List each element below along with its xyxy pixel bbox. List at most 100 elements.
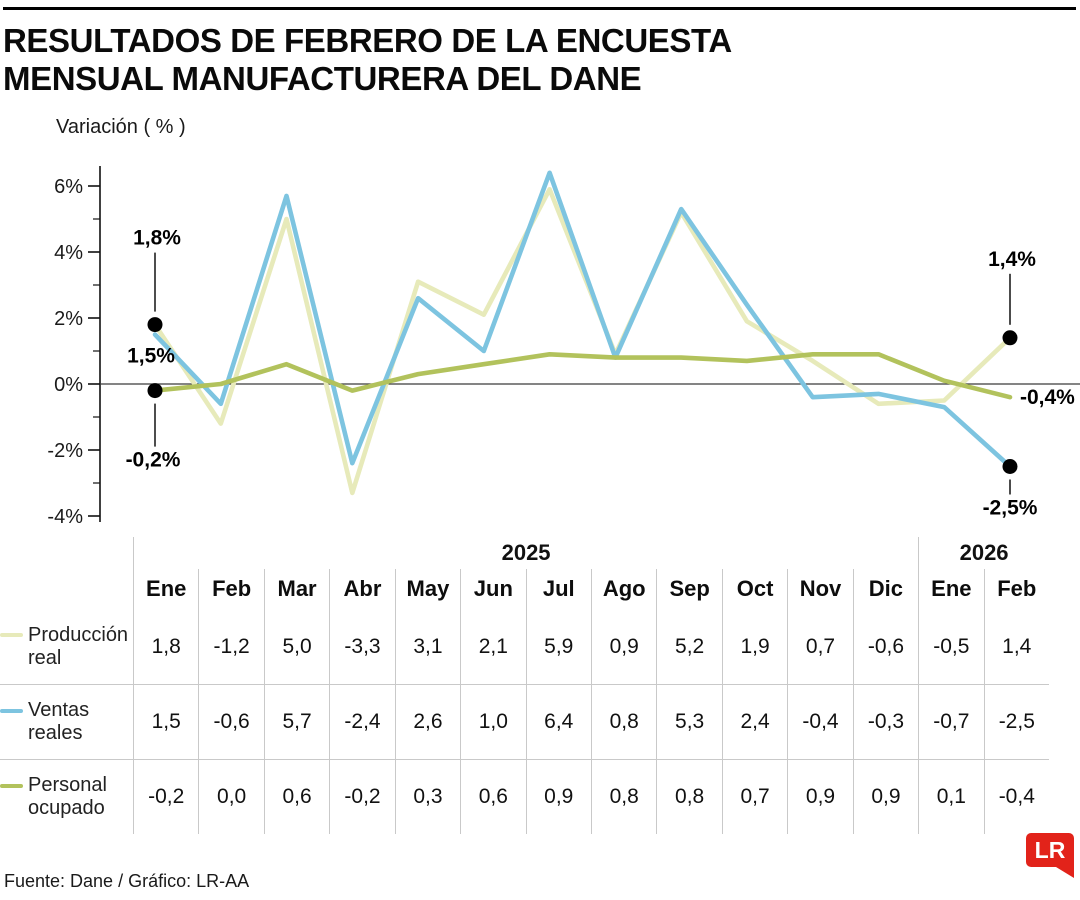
value-cell: -2,4 — [329, 684, 395, 759]
y-tick-label: 4% — [54, 242, 83, 264]
series-line-producci-n-real — [152, 186, 1013, 496]
value-cell: 0,1 — [918, 759, 984, 834]
data-point-dot — [1002, 459, 1018, 474]
value-cell: -2,5 — [983, 684, 1049, 759]
value-cell: -0,3 — [852, 684, 919, 759]
month-header: May — [394, 569, 460, 609]
row-label-text: Ventas reales — [28, 699, 90, 744]
month-header: Jul — [525, 569, 591, 609]
row-label-text: Personal ocupado — [28, 774, 107, 819]
value-cell: 1,5 — [133, 684, 199, 759]
annotation-label: 1,4% — [988, 248, 1036, 271]
value-cell: 0,9 — [787, 759, 853, 834]
annotation-label: 1,8% — [133, 227, 181, 250]
lr-logo: LR — [1026, 833, 1074, 878]
value-cell: 0,9 — [591, 609, 656, 684]
row-label: Personal ocupado — [0, 759, 133, 834]
page-title: RESULTADOS DE FEBRERO DE LA ENCUESTA MEN… — [3, 22, 732, 99]
value-cell: 0,8 — [591, 684, 657, 759]
y-tick-label: -2% — [47, 440, 83, 462]
value-cell: 2,6 — [394, 684, 461, 759]
year-row-spacer — [0, 537, 133, 569]
value-cell: 1,9 — [721, 609, 787, 684]
series-line-personal-ocupado — [152, 352, 1013, 400]
value-cell: 1,0 — [460, 684, 526, 759]
value-cell: -0,6 — [198, 684, 264, 759]
value-cell: 1,4 — [983, 609, 1049, 684]
year-header-2025: 2025 — [133, 537, 918, 569]
value-cell: 0,6 — [460, 759, 526, 834]
year-header-2026: 2026 — [918, 537, 1049, 569]
legend-swatch — [0, 784, 23, 788]
month-header: Dic — [852, 569, 918, 609]
title-line-2: MENSUAL MANUFACTURERA DEL DANE — [3, 60, 642, 98]
month-row-spacer — [0, 569, 133, 609]
lr-logo-bubble — [1026, 833, 1074, 878]
value-cell: 0,6 — [263, 759, 330, 834]
value-cell: 5,9 — [525, 609, 591, 684]
value-cell: -0,7 — [918, 684, 984, 759]
legend-swatch — [0, 709, 23, 713]
y-tick-label: 0% — [54, 374, 83, 396]
value-cell: 5,7 — [263, 684, 330, 759]
value-cell: 3,1 — [394, 609, 460, 684]
value-cell: -0,2 — [133, 759, 199, 834]
lr-logo-text: LR — [1035, 837, 1066, 863]
value-cell: -0,5 — [918, 609, 983, 684]
value-cell: 6,4 — [525, 684, 591, 759]
data-point-dot — [147, 383, 163, 399]
series-line-ventas-reales — [152, 170, 1013, 469]
value-cell: 0,7 — [787, 609, 852, 684]
legend-swatch — [0, 633, 23, 637]
value-cell: -3,3 — [329, 609, 394, 684]
data-point-dot — [147, 317, 163, 333]
row-label: Ventas reales — [0, 684, 133, 759]
annotation-label: -2,5% — [983, 497, 1038, 520]
value-cell: 0,9 — [525, 759, 591, 834]
value-cell: 0,7 — [721, 759, 788, 834]
row-label-text: Producción real — [28, 623, 129, 669]
value-cell: -0,2 — [329, 759, 395, 834]
value-cell: 5,3 — [656, 684, 722, 759]
month-header: Ene — [133, 569, 198, 609]
top-rule — [3, 7, 1076, 10]
month-header: Nov — [787, 569, 852, 609]
value-cell: -0,6 — [852, 609, 918, 684]
y-tick-label: 2% — [54, 308, 83, 330]
y-tick-label: 6% — [54, 176, 83, 198]
value-cell: 1,8 — [133, 609, 198, 684]
value-cell: 0,8 — [656, 759, 722, 834]
annotation-label: -0,2% — [126, 449, 181, 472]
month-header: Oct — [721, 569, 787, 609]
annotation-label: 1,5% — [127, 345, 175, 368]
value-cell: -0,4 — [983, 759, 1049, 834]
value-cell: 5,0 — [263, 609, 329, 684]
month-header: Feb — [983, 569, 1049, 609]
line-chart: 6% 4% 2% 0% -2% -4% 1,8% 1,5% -0,2% 1,4% -0,4% -2,5… — [47, 166, 1080, 528]
y-axis-title: Variación ( % ) — [56, 116, 186, 138]
month-header: Feb — [198, 569, 263, 609]
data-point-dot — [1002, 330, 1018, 346]
month-header: Mar — [263, 569, 329, 609]
value-cell: 0,8 — [591, 759, 657, 834]
y-tick-label: -4% — [47, 506, 83, 528]
month-header: Ene — [918, 569, 983, 609]
row-label: Producción real — [0, 609, 133, 684]
month-header: Abr — [329, 569, 394, 609]
value-cell: 0,0 — [198, 759, 264, 834]
title-line-1: RESULTADOS DE FEBRERO DE LA ENCUESTA — [3, 22, 732, 59]
value-cell: 0,9 — [852, 759, 919, 834]
value-cell: -1,2 — [198, 609, 263, 684]
source-credit: Fuente: Dane / Gráfico: LR-AA — [4, 871, 250, 891]
value-cell: 2,1 — [460, 609, 525, 684]
annotation-label: -0,4% — [1020, 386, 1075, 409]
value-cell: 0,3 — [394, 759, 461, 834]
month-header: Jun — [460, 569, 525, 609]
month-header: Sep — [656, 569, 721, 609]
value-cell: 2,4 — [721, 684, 788, 759]
value-cell: -0,4 — [787, 684, 853, 759]
data-table: 2025 2026 Ene Feb Mar Abr May Jun Jul Ago Sep Oct No… — [0, 537, 1049, 834]
month-header: Ago — [591, 569, 656, 609]
value-cell: 5,2 — [656, 609, 721, 684]
